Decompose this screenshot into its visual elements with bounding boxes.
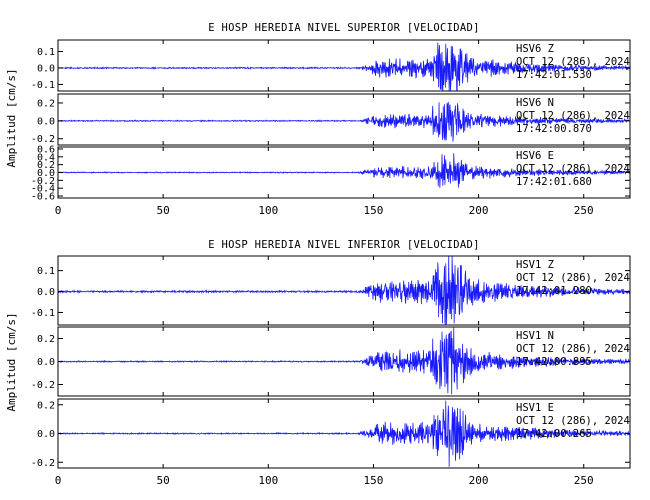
x-tick-label: 200: [469, 474, 489, 487]
date-label: OCT 12 (286), 2024: [516, 415, 630, 427]
waveform-line: [57, 153, 631, 188]
x-tick-label: 150: [364, 474, 384, 487]
x-tick-label: 50: [157, 474, 170, 487]
y-tick-label: 0.1: [37, 47, 55, 58]
date-label: OCT 12 (286), 2024: [516, 56, 630, 68]
waveform-line: [57, 327, 631, 395]
y-tick-label: 0.1: [37, 266, 55, 277]
y-tick-label: -0.4: [31, 184, 55, 195]
time-label: 17:42:01.680: [516, 176, 592, 188]
time-label: 17:42:00.265: [516, 428, 592, 440]
x-tick-label: 100: [258, 474, 278, 487]
y-tick-label: -0.1: [31, 80, 55, 91]
y-tick-label: -0.1: [31, 308, 55, 319]
date-label: OCT 12 (286), 2024: [516, 163, 630, 175]
y-tick-label: 0.6: [37, 144, 55, 155]
time-label: 17:42:01.280: [516, 285, 592, 297]
y-tick-label: -0.6: [31, 192, 55, 203]
time-label: 17:42:00.870: [516, 123, 592, 135]
y-tick-label: 0.2: [37, 400, 55, 411]
y-tick-label: 0.0: [37, 357, 55, 368]
y-tick-label: 0.4: [37, 152, 55, 163]
chart-1: E HOSP HEREDIA NIVEL SUPERIOR [VELOCIDAD…: [5, 22, 631, 217]
panel-frame: [57, 39, 631, 92]
waveform-line: [57, 255, 631, 326]
y-tick-label: 0.0: [37, 287, 55, 298]
station-label: HSV6 Z: [516, 43, 554, 55]
waveform-line: [57, 42, 631, 92]
x-tick-label: 200: [469, 204, 489, 217]
x-tick-label: 250: [574, 474, 594, 487]
x-tick-label: 150: [364, 204, 384, 217]
chart-title: E HOSP HEREDIA NIVEL SUPERIOR [VELOCIDAD…: [208, 22, 479, 34]
y-tick-label: 0.0: [37, 168, 55, 179]
chart-2: E HOSP HEREDIA NIVEL INFERIOR [VELOCIDAD…: [5, 239, 631, 487]
station-label: HSV6 E: [516, 150, 554, 162]
y-tick-label: -0.2: [31, 380, 55, 391]
y-tick-label: -0.2: [31, 458, 55, 469]
station-label: HSV1 N: [516, 330, 554, 342]
y-tick-label: 0.2: [37, 334, 55, 345]
panel-frame: [57, 255, 631, 326]
y-tick-label: 0.0: [37, 63, 55, 74]
y-tick-label: 0.2: [37, 160, 55, 171]
time-label: 17:42:01.530: [516, 69, 592, 81]
y-tick-label: -0.2: [31, 176, 55, 187]
y-tick-label: 0.0: [37, 429, 55, 440]
y-axis-label: Amplitud [cm/s]: [5, 312, 18, 411]
x-tick-label: 0: [55, 474, 62, 487]
x-tick-label: 250: [574, 204, 594, 217]
date-label: OCT 12 (286), 2024: [516, 343, 630, 355]
y-tick-label: -0.2: [31, 134, 55, 145]
chart-title: E HOSP HEREDIA NIVEL INFERIOR [VELOCIDAD…: [208, 239, 479, 251]
date-label: OCT 12 (286), 2024: [516, 110, 630, 122]
x-tick-label: 100: [258, 204, 278, 217]
time-label: 17:42:00.895: [516, 356, 592, 368]
waveform-line: [57, 400, 631, 467]
station-label: HSV1 Z: [516, 259, 554, 271]
y-tick-label: 0.2: [37, 98, 55, 109]
y-tick-label: 0.0: [37, 116, 55, 127]
y-axis-label: Amplitud [cm/s]: [5, 68, 18, 167]
station-label: HSV1 E: [516, 402, 554, 414]
date-label: OCT 12 (286), 2024: [516, 272, 630, 284]
station-label: HSV6 N: [516, 97, 554, 109]
waveform-line: [57, 102, 631, 142]
x-tick-label: 0: [55, 204, 62, 217]
panel-frame: [57, 93, 631, 146]
x-tick-label: 50: [157, 204, 170, 217]
